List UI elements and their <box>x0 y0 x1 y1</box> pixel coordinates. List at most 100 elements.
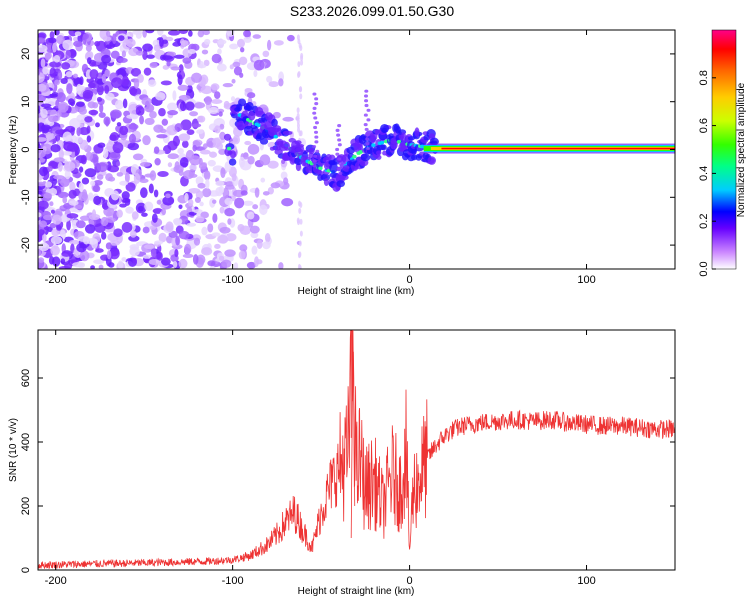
spectrogram-cell <box>253 69 258 78</box>
spectrogram-cell <box>128 123 139 130</box>
snr-y-ticks: 0 200 400 600 <box>20 369 675 573</box>
spectrogram-cell <box>154 158 161 166</box>
spectrogram-cell <box>204 38 211 45</box>
spectrogram-cell <box>299 230 303 237</box>
spectrogram-cell <box>142 135 151 146</box>
spectrogram-cell <box>214 125 221 134</box>
spectrogram-cell <box>161 207 167 216</box>
spectrogram-cell <box>80 154 87 165</box>
spectrogram-cell <box>260 177 266 183</box>
spectrogram-cell <box>66 219 71 231</box>
spectrogram-cell <box>56 224 62 231</box>
spectrogram-cell <box>178 204 183 210</box>
spectrogram-cell <box>105 44 112 49</box>
spectrogram-cell <box>81 63 89 74</box>
spectrogram-cell <box>229 64 234 70</box>
spectrogram-cell <box>254 187 260 198</box>
spectrogram-cell <box>271 118 278 128</box>
spectrogram-cell <box>101 231 107 240</box>
spectrogram-cell <box>56 92 66 103</box>
spectrogram-cell <box>363 94 368 98</box>
spectrogram-cell <box>102 35 112 42</box>
spectrogram-cell <box>148 183 154 194</box>
spectrogram-cell <box>274 148 283 155</box>
spectrogram-cell <box>218 111 223 117</box>
spectrogram-cell <box>98 112 106 118</box>
spectrogram-cell <box>79 139 89 151</box>
spectrogram-cell <box>282 116 294 122</box>
spectrogram-cell <box>375 154 382 160</box>
spectrogram-cell <box>54 79 60 86</box>
spectrogram-cell <box>178 230 190 240</box>
spectrogram-cell <box>233 262 239 269</box>
spectrogram-cell <box>57 191 69 199</box>
spectrogram-cell <box>38 137 48 142</box>
spectrogram-cell <box>129 246 140 257</box>
spectrogram-cell <box>135 50 144 56</box>
spectrogram-cell <box>178 258 188 269</box>
spectrogram-cell <box>298 86 302 93</box>
spectrogram-cell <box>151 213 158 223</box>
spectrogram-cell <box>38 249 42 257</box>
spectrogram-cell <box>175 235 180 246</box>
spectrogram-cell <box>204 95 212 106</box>
spectrogram-cell <box>111 77 123 89</box>
spectrogram-cell <box>48 37 57 44</box>
chart-title: S233.2026.099.01.50.G30 <box>290 3 454 19</box>
spectrogram-cell <box>191 123 202 128</box>
spectrogram-cell <box>167 140 178 151</box>
spectrogram-cell <box>298 42 302 49</box>
spectrogram-cell <box>229 43 239 50</box>
spectrogram-cell <box>109 132 120 142</box>
spectrogram-cell <box>119 125 129 136</box>
spectrogram-cell <box>182 253 194 259</box>
spectrogram-cell <box>363 113 368 117</box>
spectrogram-cell <box>93 259 105 265</box>
spectrogram-cell <box>122 75 129 87</box>
spectrogram-cell <box>363 123 368 127</box>
spectrogram-cell <box>207 223 214 233</box>
spectrogram-cell <box>238 56 248 66</box>
spectrogram-cell <box>125 206 134 214</box>
spectrogram-cell <box>246 261 257 269</box>
spectrogram-cell <box>150 248 157 258</box>
spectrogram-cell <box>49 61 62 68</box>
spectrogram-cell <box>217 48 222 55</box>
spectrogram-cell <box>270 182 281 189</box>
spectrogram-cell <box>202 187 212 198</box>
spectrogram-cell <box>172 260 178 268</box>
spectrogram-cell <box>364 103 369 108</box>
spectrogram-cell <box>130 67 142 77</box>
spectrogram-cell <box>189 111 199 117</box>
spectrogram-cell <box>121 50 127 58</box>
spectrogram-cell <box>360 153 371 162</box>
spectrogram-cell <box>149 62 158 69</box>
spectrogram-cell <box>158 108 166 117</box>
spectrogram-cell <box>244 87 253 93</box>
spectrogram-cell <box>185 101 195 111</box>
spectrogram-cell <box>62 131 72 142</box>
spectrogram-noise-field <box>38 30 307 269</box>
spectrogram-cell <box>192 254 199 265</box>
spectrogram-cell <box>315 149 320 154</box>
spectrogram-cell <box>121 222 133 233</box>
spectrogram-cell <box>195 216 205 223</box>
spectrogram-cell <box>167 153 179 160</box>
spectrogram-cell <box>108 176 116 182</box>
spectrogram-cell <box>74 31 82 37</box>
spectrogram-cell <box>86 135 92 143</box>
spectrogram-cell <box>239 72 244 78</box>
spectrogram-cell <box>68 189 77 199</box>
spectrogram-cell <box>105 217 117 223</box>
spectrogram-cell <box>191 72 203 84</box>
spectrogram-cell <box>45 52 52 60</box>
snr-panel: -200 -100 0 100 0 200 400 600 Height of straig… <box>8 329 676 597</box>
spectrogram-cell <box>143 244 155 250</box>
spectrogram-cell <box>337 138 342 142</box>
spectrogram-cell <box>166 102 178 111</box>
spectrogram-cell <box>380 144 387 151</box>
spectrogram-cell <box>338 162 343 166</box>
spectrogram-cell <box>109 151 121 161</box>
spectrogram-cell <box>38 212 42 218</box>
